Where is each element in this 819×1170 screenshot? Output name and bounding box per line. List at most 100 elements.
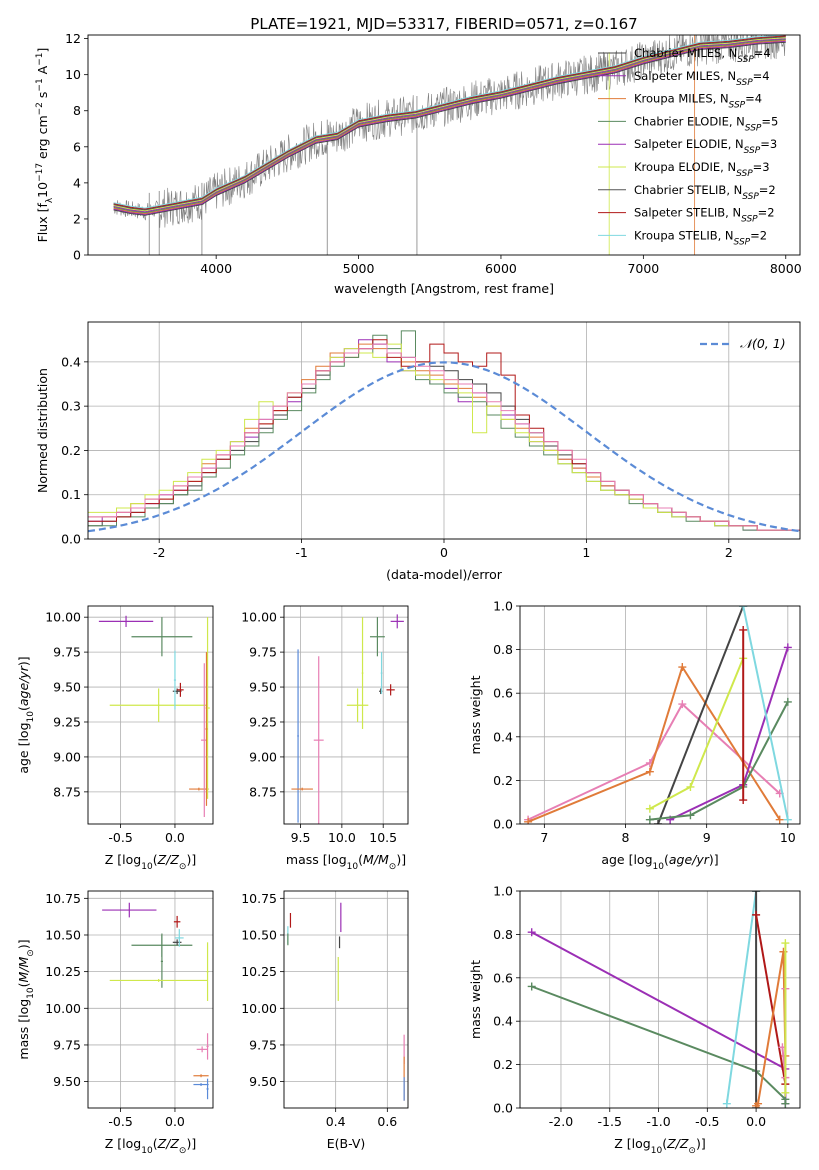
x-axis-label: E(B-V) xyxy=(327,1136,366,1151)
label-part: 10 xyxy=(26,987,36,999)
normal-curve xyxy=(88,361,800,533)
y-tick-label: 10.25 xyxy=(241,964,277,979)
y-tick-label: 10 xyxy=(65,67,81,82)
weight-marker xyxy=(781,1099,790,1108)
label-part: =3 xyxy=(753,160,770,174)
y-tick-label: 1.0 xyxy=(493,599,513,614)
y-tick-label: 9.50 xyxy=(249,680,277,695)
label-part: Kroupa ELODIE, N xyxy=(634,160,736,174)
x-tick-label: 10.5 xyxy=(369,830,397,845)
label-part: λ xyxy=(45,197,55,203)
weight-marker xyxy=(527,982,536,991)
plot-area xyxy=(98,615,210,818)
label-part: ( xyxy=(16,706,31,711)
weight-marker xyxy=(678,700,687,709)
plot-area xyxy=(287,902,405,1101)
x-tick-label: 2 xyxy=(725,545,733,560)
y-tick-label: 9.00 xyxy=(53,749,81,764)
error-bar-point xyxy=(193,1083,209,1087)
label-part: ⊙ xyxy=(389,862,397,872)
label-part: Kroupa STELIB, N xyxy=(634,228,734,242)
y-tick-label: 0.8 xyxy=(493,927,513,942)
label-part: )] xyxy=(186,1136,196,1151)
weight-marker xyxy=(524,817,533,824)
weight-marker xyxy=(739,625,748,634)
label-part: Z/Z xyxy=(157,852,180,867)
error-bar-point xyxy=(291,787,313,791)
label-part: =4 xyxy=(754,46,771,60)
y-tick-label: 10.75 xyxy=(45,891,81,906)
x-tick-label: -0.5 xyxy=(108,830,132,845)
x-tick-label: 10.0 xyxy=(328,830,356,845)
label-part: A xyxy=(35,65,50,78)
x-tick-label: 1 xyxy=(582,545,590,560)
label-part: age/yr xyxy=(669,852,710,867)
weight-line xyxy=(742,606,789,820)
legend-entry: Kroupa MILES, NSSP=4 xyxy=(634,92,762,111)
label-part: =2 xyxy=(759,183,776,197)
y-tick-label: 0.0 xyxy=(493,1101,513,1116)
label-part: 10 xyxy=(653,862,665,872)
axes-frame xyxy=(87,321,801,540)
x-tick-label: -1.5 xyxy=(598,1114,622,1129)
label-part: ( xyxy=(153,1136,158,1151)
model-fit-line xyxy=(113,41,786,216)
label-part: mass [log xyxy=(286,852,347,867)
label-part: SSP xyxy=(734,237,751,247)
y-tick-label: 9.25 xyxy=(53,714,81,729)
y-tick-label: 0.4 xyxy=(61,354,81,369)
weight-line xyxy=(527,702,781,821)
label-part: ( xyxy=(664,852,669,867)
x-tick-label: -2 xyxy=(153,545,165,560)
y-tick-label: 12 xyxy=(65,31,81,46)
label-part: ( xyxy=(358,852,363,867)
label-part: SSP xyxy=(737,55,754,65)
label-part: =2 xyxy=(758,206,775,220)
x-axis-label: mass [log10(M/M⊙)] xyxy=(286,852,406,872)
label-part: Salpeter ELODIE, N xyxy=(634,137,744,151)
label-part: Kroupa MILES, N xyxy=(634,92,729,106)
error-bar-point xyxy=(369,617,385,657)
y-axis-label: mass [log10(M/M⊙)] xyxy=(16,939,36,1059)
weight-marker xyxy=(686,782,695,791)
label-part: SSP xyxy=(744,146,761,156)
label-part: Chabrier MILES, N xyxy=(634,46,737,60)
weight-marker xyxy=(775,815,784,824)
label-part: SSP xyxy=(736,78,753,88)
model-fit-line xyxy=(113,38,786,213)
y-tick-label: 10.00 xyxy=(45,1001,81,1016)
y-tick-label: 0.1 xyxy=(61,487,81,502)
label-part: ⊙ xyxy=(688,1146,696,1156)
y-tick-label: 0.2 xyxy=(61,443,81,458)
y-tick-label: 8 xyxy=(73,103,81,118)
x-tick-label: 10 xyxy=(780,830,796,845)
y-tick-label: 0.3 xyxy=(61,399,81,414)
weight-marker xyxy=(645,804,654,813)
weight-marker xyxy=(527,928,536,937)
error-bar-point xyxy=(109,688,208,722)
label-part: SSP xyxy=(745,123,762,133)
x-tick-label: 6000 xyxy=(485,261,517,276)
model-fit-line xyxy=(113,40,786,215)
chart-mass-vs-Z: -0.5 0.0 9.50 9.75 10.00 10.25 10.50 10.75 Z [lo… xyxy=(16,890,214,1156)
axes-frame xyxy=(87,34,801,256)
chart-spectrum: 4000 5000 6000 7000 8000 0 2 4 6 8 10 12 Chabrier MI… xyxy=(35,31,802,296)
weight-line xyxy=(725,891,758,1104)
y-tick-label: 0.6 xyxy=(493,686,513,701)
y-tick-label: 10.00 xyxy=(45,610,81,625)
model-fit-line xyxy=(113,35,786,210)
label-part: =4 xyxy=(753,69,770,83)
weight-marker xyxy=(653,820,662,824)
error-bar-point xyxy=(174,929,184,947)
label-part: ⊙ xyxy=(179,1146,187,1156)
x-tick-label: 7 xyxy=(540,830,548,845)
axes-frame xyxy=(87,605,214,825)
y-axis-label: mass weight xyxy=(468,675,483,754)
label-part: 10 xyxy=(141,862,153,872)
x-tick-label: 8000 xyxy=(770,261,802,276)
histogram-step xyxy=(88,343,800,531)
model-fit-line xyxy=(113,39,786,215)
weight-marker xyxy=(678,663,687,672)
y-tick-label: 0.6 xyxy=(493,970,513,985)
